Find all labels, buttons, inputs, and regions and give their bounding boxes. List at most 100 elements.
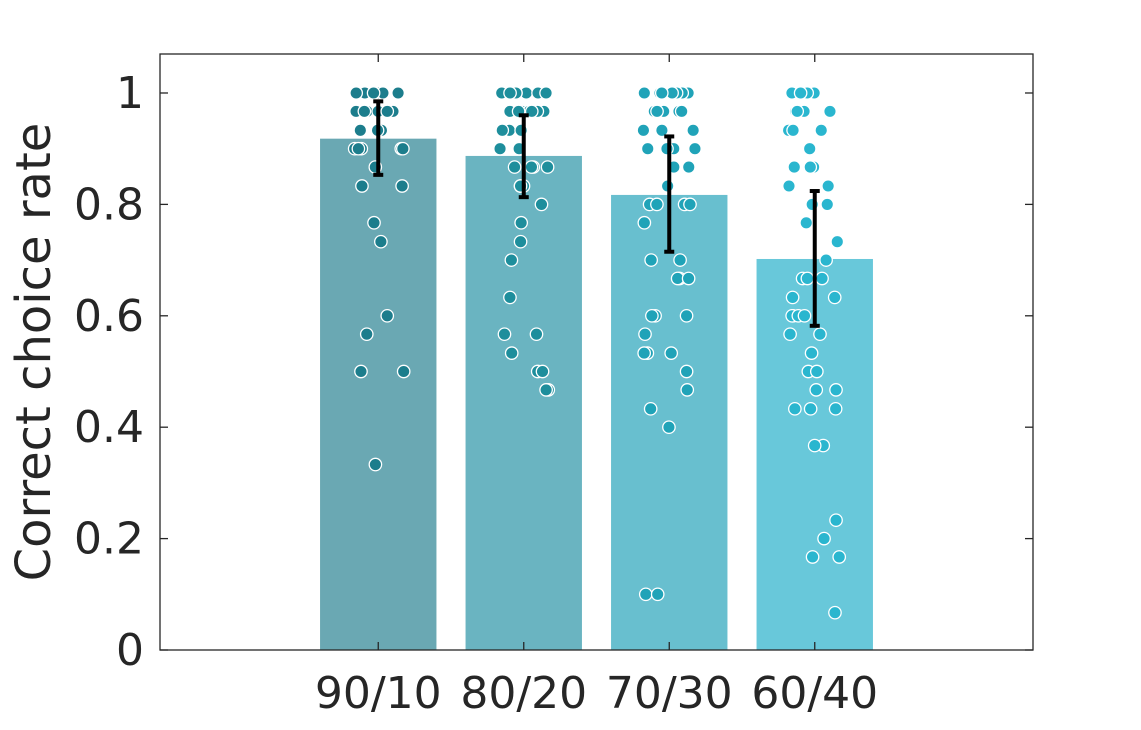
data-point: [686, 123, 701, 138]
x-tick-label: 90/10: [315, 668, 442, 719]
data-point: [681, 160, 696, 174]
data-point: [640, 141, 655, 156]
data-point: [814, 123, 829, 138]
data-point: [679, 364, 694, 379]
data-point: [380, 308, 395, 323]
data-point: [357, 104, 372, 119]
data-point: [638, 587, 653, 602]
data-point: [497, 327, 512, 342]
data-point: [396, 141, 410, 156]
data-point: [803, 401, 818, 416]
y-tick-label: 1: [116, 68, 144, 119]
data-point: [820, 197, 835, 212]
data-point: [504, 346, 519, 360]
x-tick-label: 80/20: [460, 668, 587, 719]
data-point: [380, 104, 395, 119]
points-layer: [347, 86, 847, 620]
data-point: [638, 327, 652, 342]
data-point: [785, 290, 800, 305]
data-point: [366, 86, 381, 100]
data-point: [799, 215, 814, 230]
data-point: [643, 401, 658, 416]
data-point: [349, 86, 364, 100]
data-point: [650, 197, 664, 212]
data-point: [539, 383, 553, 397]
bar-80-20: [465, 155, 582, 650]
data-point: [683, 197, 697, 212]
data-point: [832, 550, 847, 564]
data-point: [637, 215, 652, 230]
data-point: [827, 290, 842, 305]
y-tick-label: 0.2: [74, 514, 144, 565]
data-point: [395, 179, 409, 193]
data-point: [367, 215, 381, 230]
data-point: [809, 364, 824, 379]
data-point: [396, 364, 411, 379]
data-point: [805, 550, 820, 564]
data-point: [679, 308, 694, 323]
data-point: [821, 179, 836, 193]
data-point: [636, 123, 651, 138]
data-point: [355, 179, 369, 193]
data-point: [535, 364, 550, 379]
data-point: [803, 160, 818, 174]
data-point: [828, 605, 842, 620]
data-point: [788, 401, 802, 416]
data-point: [351, 141, 366, 156]
data-point: [493, 141, 507, 156]
data-point: [829, 513, 843, 528]
errorbars-layer: [373, 99, 820, 328]
x-axis: 90/10 80/20 70/30 60/40: [315, 54, 878, 719]
data-point: [673, 253, 687, 267]
data-point: [783, 327, 797, 342]
data-point: [503, 86, 517, 100]
x-tick-label: 70/30: [606, 668, 733, 719]
data-point: [815, 271, 829, 286]
data-point: [688, 141, 702, 156]
plot-frame: [159, 53, 1034, 651]
data-point: [529, 327, 544, 342]
data-point: [782, 179, 796, 193]
data-point: [804, 346, 819, 360]
data-point: [802, 141, 817, 156]
data-point: [797, 308, 812, 323]
data-point: [807, 438, 822, 453]
bar-90-10: [320, 138, 437, 651]
data-point: [809, 383, 824, 397]
data-point: [368, 457, 383, 472]
data-point: [800, 271, 815, 286]
data-point: [644, 253, 658, 267]
data-point: [793, 86, 808, 100]
data-point: [637, 346, 652, 360]
data-point: [790, 104, 805, 119]
data-point: [680, 383, 695, 397]
y-axis: 0 0.2 0.4 0.6 0.8 1: [74, 68, 1033, 676]
data-point: [650, 587, 665, 602]
data-point: [353, 123, 368, 138]
data-point: [513, 234, 528, 249]
data-point: [507, 160, 522, 174]
x-tick-label: 60/40: [751, 668, 878, 719]
data-point: [655, 123, 669, 138]
data-point: [786, 123, 800, 138]
data-point: [681, 271, 696, 286]
data-point: [813, 327, 827, 342]
data-point: [514, 215, 529, 230]
data-point: [819, 253, 833, 267]
data-point: [664, 346, 679, 360]
data-point: [539, 86, 553, 100]
data-point: [354, 364, 368, 379]
y-axis-label: Correct choice rate: [6, 123, 62, 582]
data-point: [828, 401, 843, 416]
data-point: [374, 234, 388, 249]
y-tick-label: 0.8: [74, 179, 144, 230]
data-point: [830, 234, 845, 249]
data-point: [829, 383, 843, 397]
data-point: [645, 308, 659, 323]
y-tick-label: 0.4: [74, 402, 144, 453]
data-point: [674, 104, 689, 119]
data-point: [391, 86, 405, 100]
data-point: [503, 290, 517, 305]
data-point: [662, 420, 676, 435]
